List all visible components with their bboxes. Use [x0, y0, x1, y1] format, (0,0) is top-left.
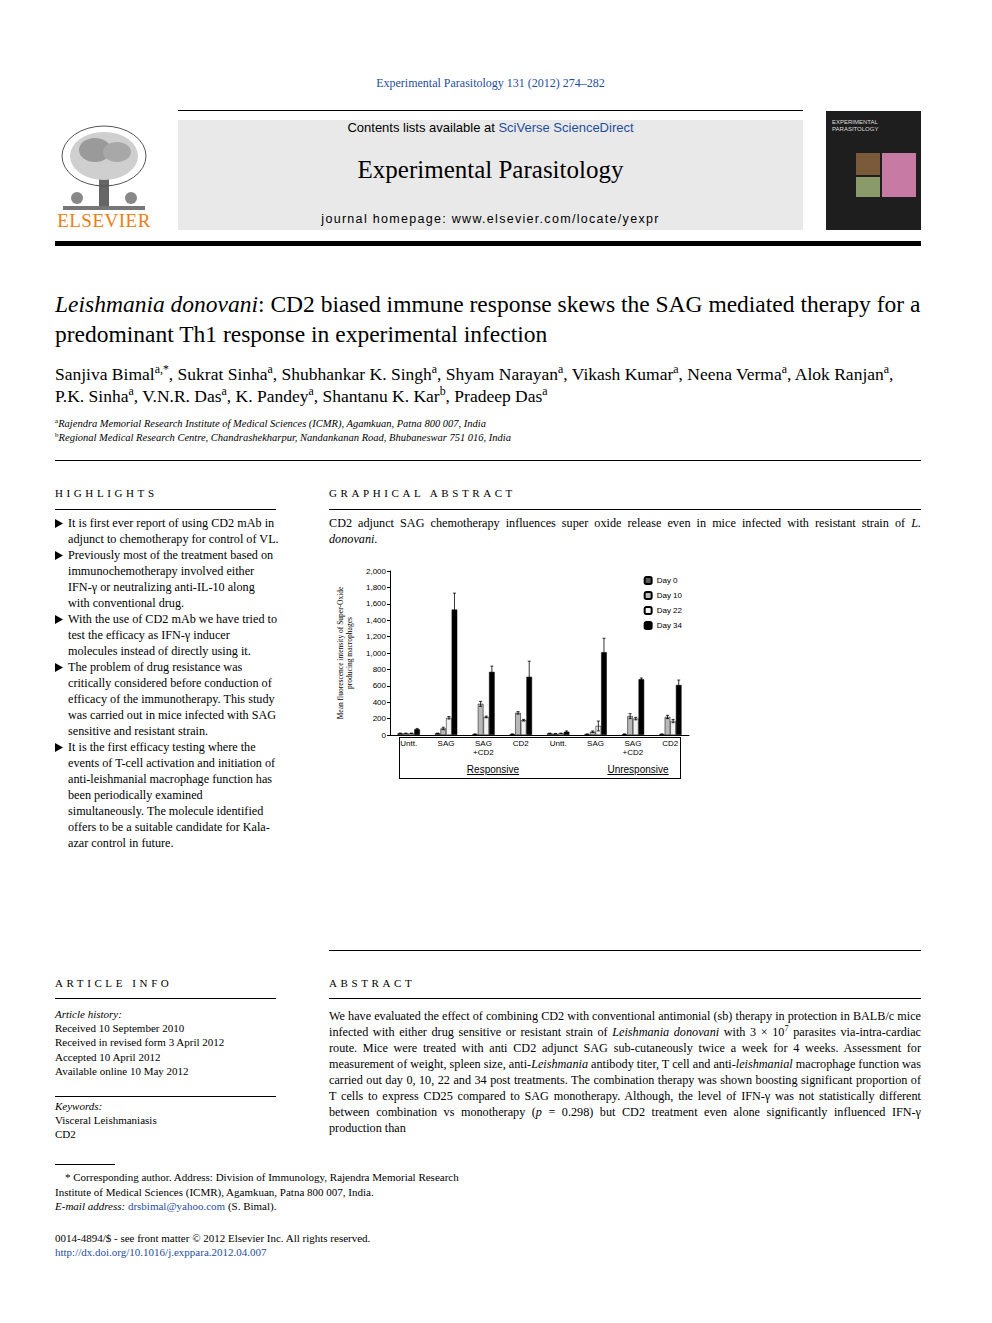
html-text:7parasites via-intra-cardiac r: 7parasites via-intra-cardiac route. Mice… — [329, 1023, 921, 1135]
html-text:Contents lists available at Sc: Contents lists available at SciVerse Sci… — [347, 120, 634, 135]
svg-text:Day 34: Day 34 — [657, 621, 683, 630]
svg-text:400: 400 — [373, 698, 387, 707]
html-text:The problem of drug resistance: The problem of drug resistance was criti… — [68, 660, 277, 738]
svg-text:800: 800 — [373, 665, 387, 674]
html-text:Available online 10 May 2012: Available online 10 May 2012 — [55, 1064, 189, 1077]
html-text:We have evaluated the effect o: We have evaluated the effect of combinin… — [329, 1009, 921, 1039]
html-text:0014-4894/$ - see front matter: 0014-4894/$ - see front matter © 2012 El… — [55, 1232, 371, 1244]
html-text:Sanjiva Bimala,*, Sukrat Sinha: Sanjiva Bimala,*, Sukrat Sinhaa, Shubhan… — [55, 362, 894, 406]
svg-text:1,600: 1,600 — [366, 599, 387, 608]
html-text:Received in revised form 3 Apr: Received in revised form 3 April 2012 — [55, 1036, 225, 1049]
html-text:ARTICLE INFO: ARTICLE INFO — [55, 977, 173, 989]
svg-text:1,200: 1,200 — [366, 632, 387, 641]
svg-text:SAG: SAG — [475, 739, 492, 748]
svg-text:CD2: CD2 — [662, 739, 679, 748]
svg-text:1,400: 1,400 — [366, 616, 387, 625]
html-text:ABSTRACT: ABSTRACT — [329, 977, 416, 989]
svg-text:0: 0 — [382, 731, 387, 740]
html-text:It is the first efficacy testi: It is the first efficacy testing where t… — [68, 740, 276, 850]
html-text:Article history:: Article history: — [55, 1008, 122, 1020]
html-text:GRAPHICAL ABSTRACT: GRAPHICAL ABSTRACT — [329, 487, 516, 499]
html-text:With the use of CD2 mAb we hav: With the use of CD2 mAb we have tried to… — [68, 612, 277, 658]
svg-text:producing macrophages: producing macrophages — [345, 617, 354, 689]
html-text:Leishmania donovani: CD2 biase: Leishmania donovani: CD2 biased immune r… — [55, 291, 921, 347]
svg-text:Day 10: Day 10 — [657, 591, 683, 600]
html-text:Responsive: Responsive — [466, 764, 520, 775]
html-text:journal homepage: www.elsevier: journal homepage: www.elsevier.com/locat… — [321, 212, 660, 226]
html-text:It is first ever report of usi: It is first ever report of using CD2 mAb… — [68, 516, 279, 546]
html-text:EXPERIMENTAL PARASITOLOGY: EXPERIMENTAL PARASITOLOGY — [832, 119, 879, 132]
html-text:Previously most of the treatme: Previously most of the treatment based o… — [68, 548, 274, 610]
svg-text:Untt.: Untt. — [400, 739, 417, 748]
html-text:CD2 adjunct SAG chemotherapy i: CD2 adjunct SAG chemotherapy influences … — [329, 516, 921, 546]
html-text:ELSEVIER: ELSEVIER — [57, 210, 151, 231]
svg-text:Day 22: Day 22 — [657, 606, 683, 615]
svg-text:SAG: SAG — [438, 739, 455, 748]
html-text:* Corresponding author. Addres: * Corresponding author. Address: Divisio… — [55, 1171, 459, 1198]
html-text:Unresponsive: Unresponsive — [607, 764, 669, 775]
svg-text:SAG: SAG — [587, 739, 604, 748]
html-text:http://dx.doi.org/10.1016/j.ex: http://dx.doi.org/10.1016/j.exppara.2012… — [55, 1246, 267, 1258]
html-text:Received 10 September 2010: Received 10 September 2010 — [55, 1022, 185, 1035]
html-text:Accepted 10 April 2012: Accepted 10 April 2012 — [55, 1050, 161, 1063]
svg-text:600: 600 — [373, 681, 387, 690]
svg-text:+CD2: +CD2 — [623, 748, 644, 757]
html-text:aRajendra Memorial Research In: aRajendra Memorial Research Institute of… — [55, 416, 486, 429]
svg-text:CD2: CD2 — [513, 739, 530, 748]
svg-text:Day 0: Day 0 — [657, 576, 678, 585]
svg-text:1,000: 1,000 — [366, 649, 387, 658]
svg-text:200: 200 — [373, 714, 387, 723]
svg-text:2,000: 2,000 — [366, 567, 387, 576]
html-text:Visceral Leishmaniasis: Visceral Leishmaniasis — [55, 1114, 157, 1127]
svg-text:SAG: SAG — [624, 739, 641, 748]
html-text:E-mail address: drsbimal@yahoo: E-mail address: drsbimal@yahoo.com (S. B… — [55, 1200, 277, 1212]
html-text:Experimental Parasitology: Experimental Parasitology — [357, 156, 624, 183]
html-text:Keywords:: Keywords: — [55, 1100, 103, 1112]
svg-text:Untt.: Untt. — [550, 739, 567, 748]
html-text:bRegional Medical Research Cen: bRegional Medical Research Centre, Chand… — [55, 430, 511, 443]
svg-text:Mean fluorescence intensity of: Mean fluorescence intensity of Super-Oxi… — [336, 586, 345, 719]
html-text:HIGHLIGHTS: HIGHLIGHTS — [55, 487, 158, 499]
html-text:CD2: CD2 — [55, 1128, 76, 1141]
svg-text:+CD2: +CD2 — [473, 748, 494, 757]
svg-text:1,800: 1,800 — [366, 583, 387, 592]
html-text:Experimental Parasitology 131: Experimental Parasitology 131 (2012) 274… — [376, 76, 605, 90]
